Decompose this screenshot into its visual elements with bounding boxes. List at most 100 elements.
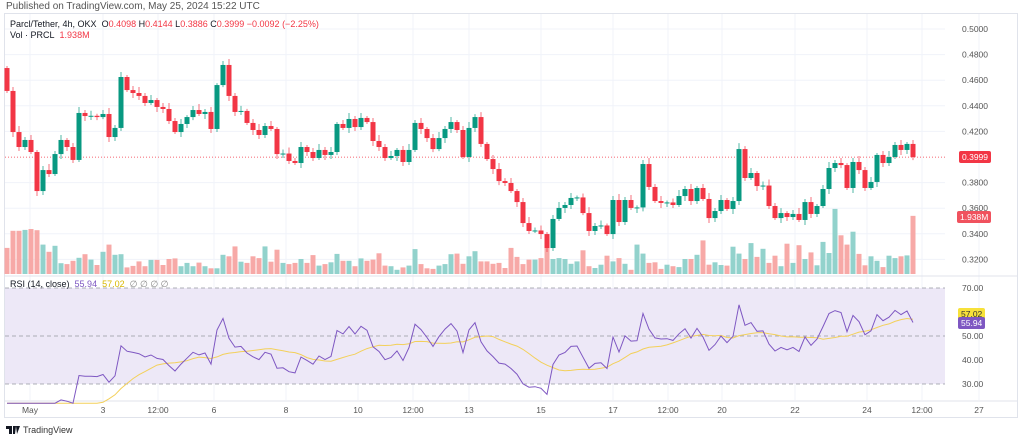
- volume-bar: [550, 259, 556, 274]
- candle-body: [832, 163, 838, 169]
- volume-bar: [4, 247, 10, 274]
- candle-body: [268, 126, 274, 129]
- volume-bar: [730, 246, 736, 274]
- candle-body: [910, 143, 916, 158]
- volume-bar: [784, 243, 790, 274]
- published-caption: Published on TradingView.com, May 25, 20…: [6, 1, 260, 12]
- volume-bar: [154, 259, 160, 274]
- candle-body: [388, 155, 394, 159]
- volume-bar: [616, 258, 622, 274]
- volume-bar: [634, 244, 640, 274]
- time-axis-label: 20: [717, 405, 727, 415]
- volume-bar: [802, 259, 808, 274]
- rsi-legend: RSI (14, close) 55.94 57.02 ∅ ∅ ∅ ∅: [10, 279, 169, 290]
- candle-body: [280, 153, 286, 155]
- candle-body: [190, 110, 196, 118]
- candle-body: [274, 128, 280, 155]
- candle-body: [334, 123, 340, 153]
- candle-body: [346, 118, 352, 128]
- candle-body: [886, 157, 892, 164]
- volume-bar: [808, 252, 814, 274]
- candle-body: [298, 147, 304, 164]
- candle-body: [154, 100, 160, 107]
- time-axis-label: 12:00: [911, 405, 933, 415]
- candle-body: [94, 115, 100, 118]
- candle-body: [178, 123, 184, 133]
- volume-bar: [118, 254, 124, 274]
- candle-body: [580, 197, 586, 214]
- volume-bar: [334, 253, 340, 274]
- volume-bar: [526, 259, 532, 274]
- candle-body: [844, 165, 850, 188]
- candle-body: [418, 122, 424, 129]
- volume-bar: [142, 266, 148, 274]
- symbol-label[interactable]: Parcl/Tether, 4h, OKX: [10, 19, 97, 29]
- time-axis-label: 12:00: [147, 405, 169, 415]
- candle-body: [478, 117, 484, 144]
- volume-bar: [286, 264, 292, 274]
- candle-body: [724, 200, 730, 209]
- candle-body: [814, 206, 820, 214]
- volume-bar: [238, 261, 244, 274]
- volume-bar: [76, 257, 82, 274]
- candle-body: [628, 200, 634, 208]
- candle-body: [232, 95, 238, 112]
- candle-body: [484, 143, 490, 160]
- candle-body: [226, 64, 232, 96]
- rsi-tag: 55.94: [958, 317, 986, 329]
- volume-bar: [796, 245, 802, 274]
- candle-body: [898, 144, 904, 150]
- time-axis-label: 8: [284, 405, 289, 415]
- volume-bar: [196, 262, 202, 274]
- change-value: −0.0092 (−2.25%): [246, 19, 319, 29]
- volume-bar: [490, 263, 496, 274]
- volume-bar: [868, 256, 874, 274]
- volume-bar: [820, 241, 826, 274]
- time-axis-label: 12:00: [657, 405, 679, 415]
- candle-body: [250, 122, 256, 130]
- candle-body: [364, 117, 370, 123]
- volume-bar: [766, 262, 772, 274]
- volume-tag: 1.938M: [957, 211, 992, 223]
- volume-bar: [124, 267, 130, 274]
- volume-bar: [706, 264, 712, 274]
- volume-bar: [874, 260, 880, 274]
- low-label: L: [175, 19, 181, 29]
- rsi-label[interactable]: RSI (14, close): [10, 279, 70, 289]
- candle-body: [604, 225, 610, 235]
- candle-body: [706, 198, 712, 219]
- candle-body: [370, 122, 376, 141]
- chart-panel[interactable]: [4, 13, 1018, 418]
- candle-body: [640, 164, 646, 208]
- volume-bar: [262, 246, 268, 274]
- candle-body: [352, 118, 358, 128]
- candle-body: [58, 139, 64, 155]
- candle-body: [358, 117, 364, 128]
- volume-bar: [226, 256, 232, 274]
- candle-body: [868, 181, 874, 188]
- candle-body: [508, 182, 514, 192]
- volume-bar: [520, 264, 526, 274]
- volume-bar: [280, 262, 286, 274]
- volume-bar: [844, 244, 850, 274]
- price-axis-label: 0.4200: [962, 126, 988, 136]
- candle-body: [430, 138, 436, 150]
- price-axis-label: 0.3200: [962, 254, 988, 264]
- candle-body: [670, 202, 676, 205]
- volume-label[interactable]: Vol · PRCL: [10, 30, 55, 40]
- volume-value: 1.938M: [59, 30, 90, 40]
- low-value: 0.3886: [180, 19, 208, 29]
- candle-body: [76, 112, 82, 160]
- time-axis-label: 22: [790, 405, 800, 415]
- tradingview-footer[interactable]: TradingView: [6, 425, 73, 435]
- volume-bar: [34, 230, 40, 274]
- candle-body: [22, 139, 28, 148]
- candle-body: [406, 149, 412, 162]
- candle-body: [136, 93, 142, 96]
- price-axis-label: 0.3800: [962, 178, 988, 188]
- volume-bar: [886, 255, 892, 274]
- candle-body: [148, 100, 154, 103]
- candle-body: [256, 129, 262, 135]
- candle-body: [754, 173, 760, 187]
